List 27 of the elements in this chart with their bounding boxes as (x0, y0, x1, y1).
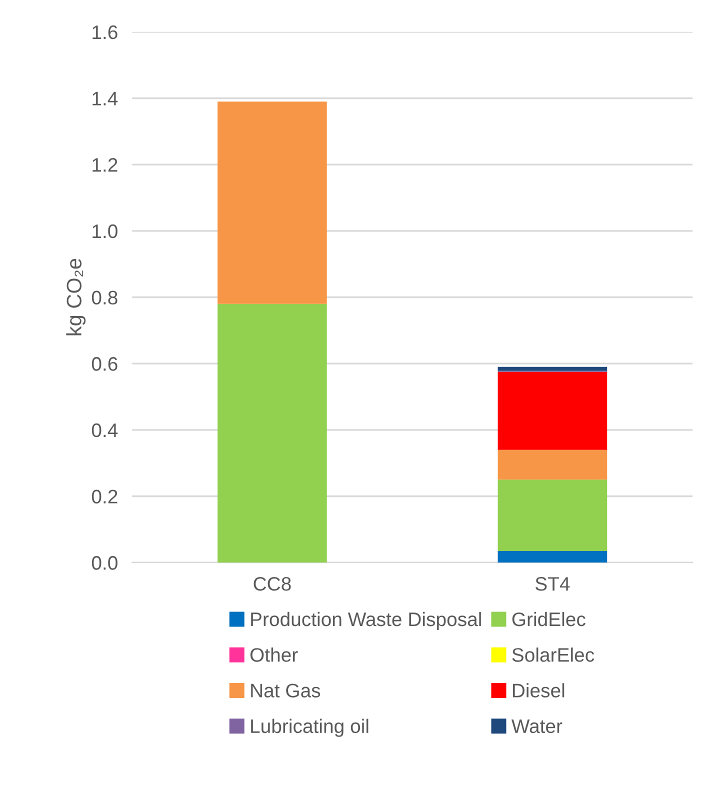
bar (498, 450, 608, 480)
legend-label: GridElec (512, 612, 586, 626)
bar (498, 372, 608, 450)
y-tick-label: 0.4 (92, 423, 118, 438)
x-tick-label: ST4 (536, 576, 570, 591)
y-tick-label: 0.6 (92, 357, 118, 371)
y-tick-label: 0.8 (92, 290, 118, 304)
legend-label: Lubricating oil (251, 718, 368, 737)
bar (218, 304, 327, 563)
y-tick-label: 1.0 (92, 224, 118, 238)
legend-label: Production Waste Disposal (251, 612, 481, 630)
legend-label: Other (250, 648, 298, 662)
bar (498, 366, 608, 371)
legend-label: Nat Gas (251, 684, 320, 698)
legend-label: SolarElec (512, 648, 594, 662)
y-tick-label: 0.0 (92, 556, 118, 570)
y-tick-label: 1.4 (92, 92, 118, 106)
y-tick-label: 0.2 (92, 490, 118, 504)
bar (498, 550, 608, 563)
y-tick-label: 1.2 (92, 158, 118, 172)
bar (498, 480, 608, 551)
bar (218, 102, 327, 304)
y-axis-title: kg CO₂e (66, 258, 86, 336)
legend-label: Water (511, 720, 562, 734)
x-tick-label: CC8 (254, 576, 291, 591)
y-tick-label: 1.6 (92, 25, 118, 40)
legend-label: Diesel (512, 683, 564, 698)
